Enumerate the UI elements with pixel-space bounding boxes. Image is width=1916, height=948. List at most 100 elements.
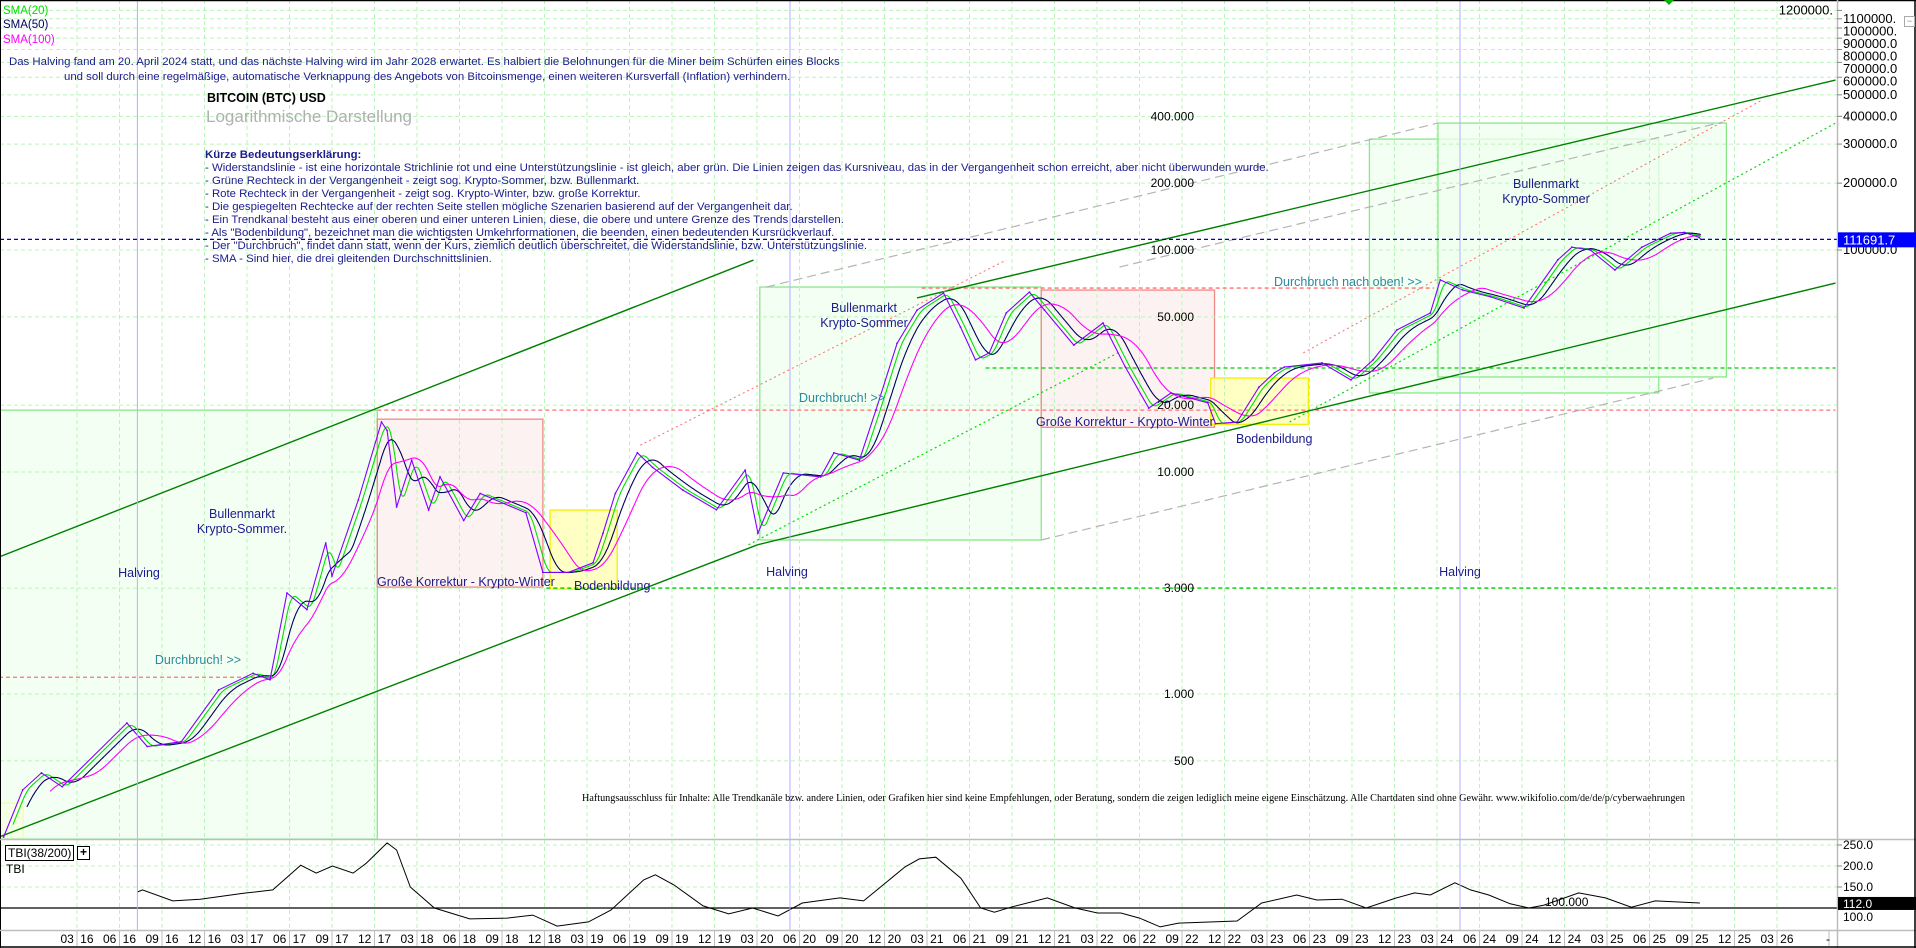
btc-price-point <box>782 472 785 474</box>
btc-price-point <box>1170 392 1172 394</box>
x-axis-tick: 03 23 <box>1250 930 1284 946</box>
annotation-text: Bullenmarkt <box>831 301 898 315</box>
btc-price-point <box>2 836 5 838</box>
explanation-line: - Die gespiegelten Rechtecke auf der rec… <box>205 201 793 213</box>
explanation-heading: Kürze Bedeutungserklärung: <box>205 149 362 161</box>
indicator-axis-label: 250.0 <box>1843 838 1873 852</box>
annotation-text: Halving <box>1439 565 1481 579</box>
indicator-current-value: 112.0 <box>1843 897 1872 911</box>
x-axis-label: 03 26 <box>1760 932 1793 946</box>
zone-bull <box>0 409 378 839</box>
annotation-text: Bullenmarkt <box>209 507 276 521</box>
indicator-axis-label: 100.0 <box>1843 910 1873 924</box>
annotation-text: Durchbruch! >> <box>799 391 885 405</box>
x-axis-tick: 06 25 <box>1633 930 1666 946</box>
indicator-name: TBI <box>6 862 25 876</box>
x-axis-tick: 12 20 <box>868 930 901 946</box>
indicator-label-tbi[interactable]: TBI(38/200) <box>5 845 75 861</box>
annotation-text: Krypto-Sommer <box>820 316 908 330</box>
trend-line-gray-dashed <box>766 122 1439 288</box>
x-axis-label: 12 20 <box>868 932 901 946</box>
btc-price-point <box>681 489 684 491</box>
btc-price-point <box>1372 358 1375 361</box>
zone-bottom <box>1210 377 1310 425</box>
x-axis-label: 03 20 <box>740 932 773 946</box>
x-axis-tick: 03 18 <box>400 930 434 946</box>
annotation-text: Halving <box>766 565 808 579</box>
x-axis-label: 06 19 <box>613 932 646 946</box>
y-axis-label: 600000.0 <box>1843 73 1897 88</box>
x-axis-tick: 12 18 <box>528 930 561 946</box>
y-axis-label: 400000.0 <box>1843 108 1897 123</box>
btc-price-point <box>1043 309 1046 312</box>
y-axis-label: 900000.0 <box>1843 36 1897 51</box>
btc-price-point <box>651 466 654 469</box>
price-label-inner: 1.000 <box>1164 687 1194 701</box>
indicator-panel[interactable] <box>0 840 1837 930</box>
explanation-line: - Ein Trendkanal besteht aus einer obere… <box>205 214 844 226</box>
price-label-inner: 100.000 <box>1151 243 1195 257</box>
zone-correction <box>376 418 544 588</box>
btc-price-point <box>1028 291 1031 294</box>
x-axis-tick: 06 22 <box>1123 930 1156 946</box>
legend-sma100: SMA(100) <box>3 34 55 46</box>
btc-price-point <box>1522 307 1525 309</box>
btc-price-point <box>386 429 388 432</box>
btc-price-point <box>715 508 718 511</box>
price-panel[interactable]: 400.000 200.000 100.000 50.000 20.000 10.000 3… <box>0 0 1837 856</box>
x-axis-label: 12 19 <box>698 932 731 946</box>
btc-price-point <box>331 575 333 577</box>
x-axis-label: 09 23 <box>1335 932 1368 946</box>
y-axis-label: 1100000. <box>1843 11 1896 26</box>
tbi-line[interactable] <box>137 842 1700 928</box>
sma-line-20 <box>12 232 1702 825</box>
y-axis-label: 800000.0 <box>1843 48 1897 63</box>
btc-price-point <box>61 785 64 788</box>
x-axis-label: 06 24 <box>1463 932 1496 946</box>
btc-price-point <box>1206 401 1209 404</box>
x-axis-tick: 06 23 <box>1293 930 1326 946</box>
x-axis-label: 06 16 <box>103 932 136 946</box>
btc-price-point <box>1102 322 1104 324</box>
indicator-expand-button[interactable]: + <box>77 846 90 860</box>
x-axis-tick: 12 16 <box>188 930 221 946</box>
btc-price-point <box>636 451 639 454</box>
btc-price-point <box>1571 246 1573 249</box>
x-axis-label: 12 17 <box>358 932 391 946</box>
explanation-line: - Rote Rechteck in der Vergangenheit - z… <box>205 188 641 200</box>
x-axis-tick: 12 21 <box>1038 930 1071 946</box>
btc-price-point <box>357 499 360 501</box>
x-axis-tick: 03 19 <box>570 930 604 946</box>
btc-price-point <box>1321 362 1323 364</box>
x-axis-tick: 06 21 <box>953 930 986 946</box>
y-axis-label: 300000.0 <box>1843 136 1897 151</box>
indicator-reference-label: 100.000 <box>1545 895 1589 909</box>
x-axis-tick: 03 22 <box>1080 930 1114 946</box>
x-axis-tick: 09 23 <box>1335 930 1369 946</box>
x-axis-tick: 03 20 <box>740 930 774 946</box>
trend-line-channel <box>757 282 1836 546</box>
explanation-line: - Der "Durchbruch", findet dann statt, w… <box>205 240 868 252</box>
btc-price-point <box>1236 421 1238 423</box>
btc-price-point <box>832 451 835 454</box>
btc-price-line[interactable] <box>3 231 1702 838</box>
btc-price-point <box>286 592 288 594</box>
x-axis-label: 03 25 <box>1590 932 1623 946</box>
btc-price-point <box>592 561 594 564</box>
price-label-inner: 200 <box>1174 842 1194 856</box>
x-axis-label: 06 22 <box>1123 932 1156 946</box>
legend-sma50: SMA(50) <box>3 19 49 31</box>
x-axis-tick: 03 24 <box>1420 930 1454 946</box>
legend-sma20: SMA(20) <box>3 5 49 17</box>
collapse-panel-icon[interactable]: − <box>1904 16 1915 27</box>
x-axis-label: 12 23 <box>1378 932 1411 946</box>
x-axis-tick: 09 20 <box>825 930 859 946</box>
x-axis-label: 06 20 <box>783 932 816 946</box>
btc-price-point <box>1005 312 1008 314</box>
x-axis-tick: 03 17 <box>230 930 264 946</box>
btc-price-point <box>1124 366 1127 368</box>
price-label-inner: 500 <box>1174 754 1194 768</box>
scroll-button[interactable]: - <box>1826 932 1830 946</box>
x-axis-tick: 09 24 <box>1505 930 1539 946</box>
